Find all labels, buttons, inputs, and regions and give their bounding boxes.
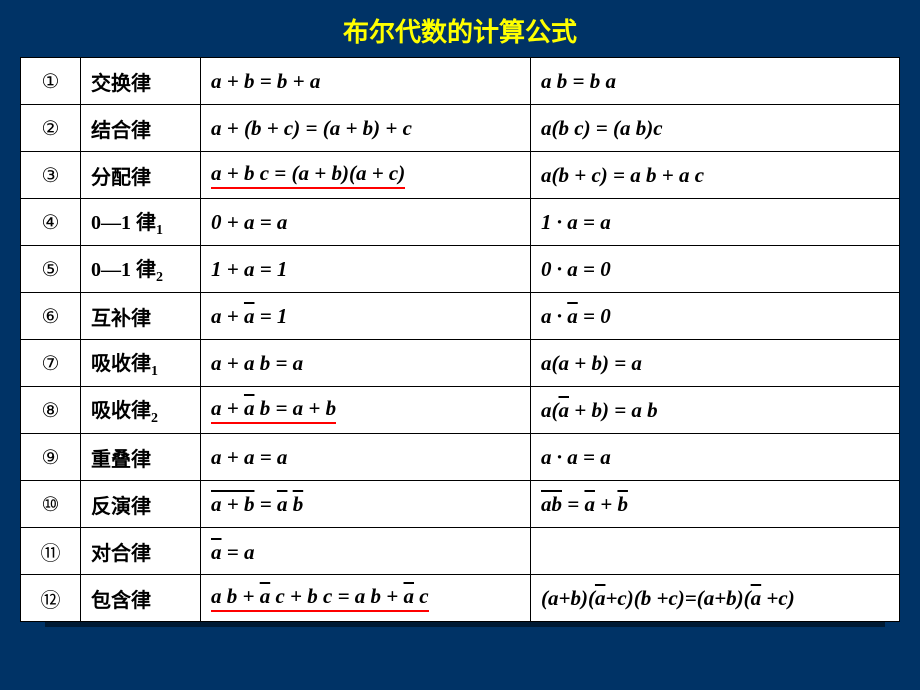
table-row: ⑤0—1 律21 + a = 10 · a = 0 [21, 246, 900, 293]
formula-right: ab = a + b [531, 481, 900, 528]
formula-right: a · a = a [531, 434, 900, 481]
formula-right: a(b + c) = a b + a c [531, 152, 900, 199]
formula-left: a + a = a [201, 434, 531, 481]
formula-left: a + b c = (a + b)(a + c) [201, 152, 531, 199]
row-number: ⑩ [21, 481, 81, 528]
formula-right: a(a + b) = a b [531, 387, 900, 434]
law-name: 结合律 [81, 105, 201, 152]
law-name: 互补律 [81, 293, 201, 340]
formula-right: 0 · a = 0 [531, 246, 900, 293]
table-row: ③分配律a + b c = (a + b)(a + c)a(b + c) = a… [21, 152, 900, 199]
formula-right: 1 · a = a [531, 199, 900, 246]
table-row: ④0—1 律10 + a = a1 · a = a [21, 199, 900, 246]
formula-left: 1 + a = 1 [201, 246, 531, 293]
law-name: 交换律 [81, 58, 201, 105]
table-row: ⑩反演律a + b = a bab = a + b [21, 481, 900, 528]
table-row: ⑨重叠律a + a = aa · a = a [21, 434, 900, 481]
law-name: 分配律 [81, 152, 201, 199]
row-number: ⑥ [21, 293, 81, 340]
law-name: 0—1 律1 [81, 199, 201, 246]
row-number: ⑧ [21, 387, 81, 434]
formula-left: a + a = 1 [201, 293, 531, 340]
row-number: ② [21, 105, 81, 152]
formula-right: a · a = 0 [531, 293, 900, 340]
law-name: 吸收律1 [81, 340, 201, 387]
law-name: 重叠律 [81, 434, 201, 481]
formula-left: a = a [201, 528, 531, 575]
formula-left: a b + a c + b c = a b + a c [201, 575, 531, 622]
row-number: ⑨ [21, 434, 81, 481]
formula-left: a + a b = a [201, 340, 531, 387]
formula-right: a(b c) = (a b)c [531, 105, 900, 152]
table-row: ②结合律a + (b + c) = (a + b) + ca(b c) = (a… [21, 105, 900, 152]
row-number: ⑤ [21, 246, 81, 293]
row-number: ⑦ [21, 340, 81, 387]
table-row: ⑥互补律a + a = 1a · a = 0 [21, 293, 900, 340]
page-title: 布尔代数的计算公式 [0, 0, 920, 57]
formula-left: a + a b = a + b [201, 387, 531, 434]
formula-left: a + (b + c) = (a + b) + c [201, 105, 531, 152]
formula-right: a b = b a [531, 58, 900, 105]
law-name: 包含律 [81, 575, 201, 622]
row-number: ⑪ [21, 528, 81, 575]
law-name: 0—1 律2 [81, 246, 201, 293]
row-number: ⑫ [21, 575, 81, 622]
table-row: ⑫包含律a b + a c + b c = a b + a c(a+b)(a+c… [21, 575, 900, 622]
table-row: ⑪对合律a = a [21, 528, 900, 575]
row-number: ① [21, 58, 81, 105]
formula-right: a(a + b) = a [531, 340, 900, 387]
formula-right [531, 528, 900, 575]
row-number: ③ [21, 152, 81, 199]
row-number: ④ [21, 199, 81, 246]
law-name: 吸收律2 [81, 387, 201, 434]
formula-left: a + b = a b [201, 481, 531, 528]
formula-left: a + b = b + a [201, 58, 531, 105]
formula-left: 0 + a = a [201, 199, 531, 246]
table-row: ⑧吸收律2a + a b = a + ba(a + b) = a b [21, 387, 900, 434]
table-row: ⑦吸收律1a + a b = aa(a + b) = a [21, 340, 900, 387]
table-row: ①交换律a + b = b + aa b = b a [21, 58, 900, 105]
law-name: 反演律 [81, 481, 201, 528]
formula-right: (a+b)(a+c)(b +c)=(a+b)(a +c) [531, 575, 900, 622]
boolean-algebra-table: ①交换律a + b = b + aa b = b a②结合律a + (b + c… [20, 57, 900, 622]
law-name: 对合律 [81, 528, 201, 575]
